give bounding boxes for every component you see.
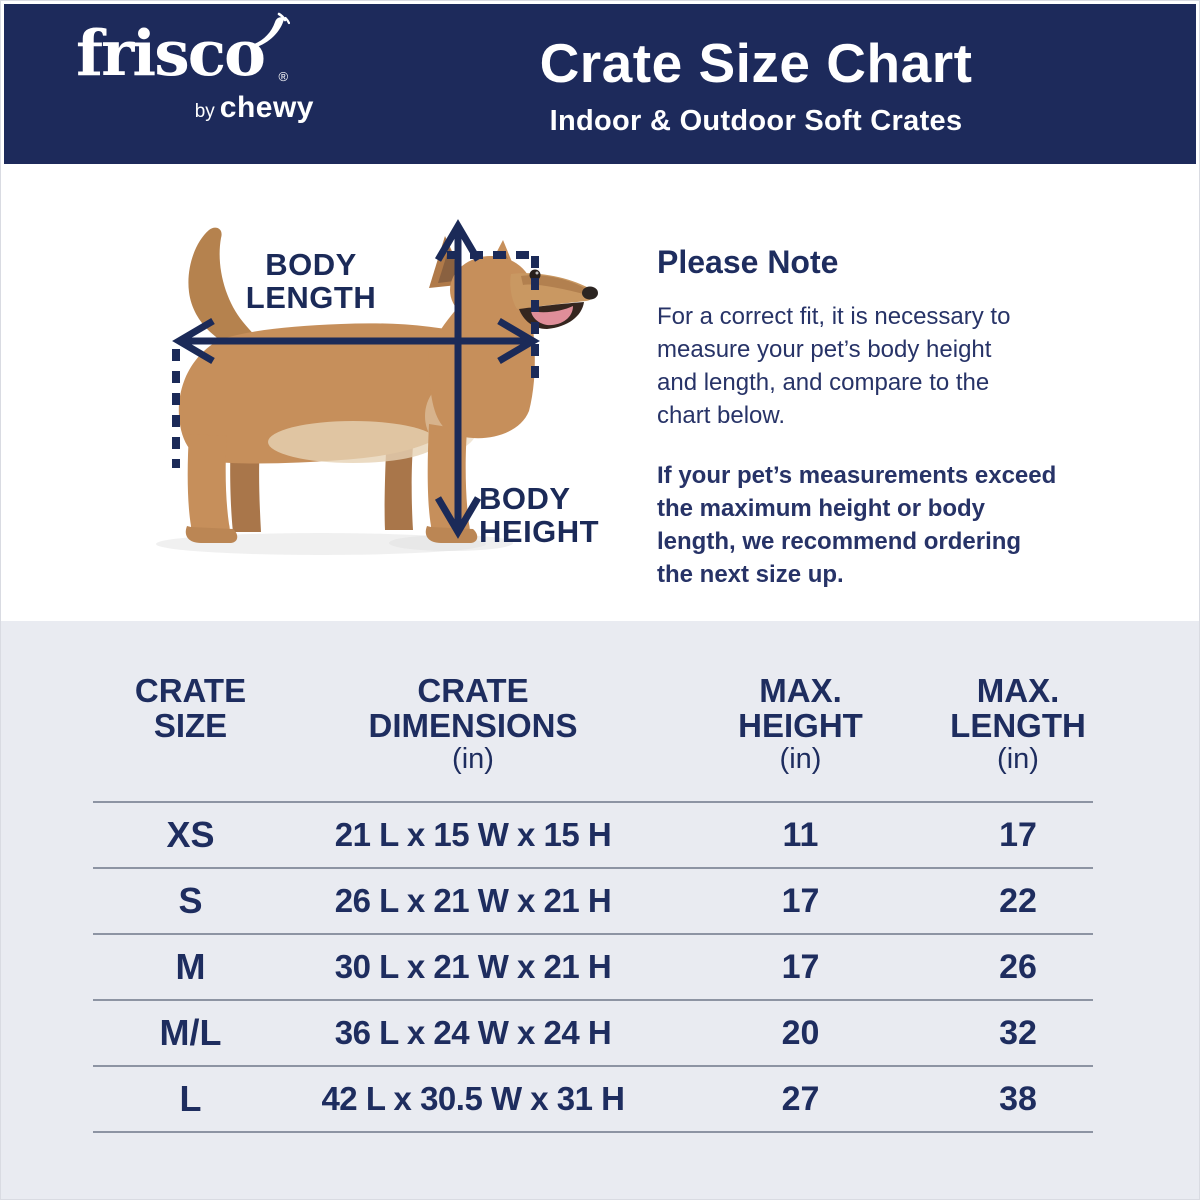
column-header-crate-dimensions: CRATE DIMENSIONS (in) — [368, 672, 578, 775]
column-header-max-length: MAX. LENGTH (in) — [950, 672, 1086, 775]
cell-dimensions: 30 L x 21 W x 21 H — [334, 948, 612, 985]
page-title: Crate Size Chart — [539, 32, 973, 94]
please-note-block: Please Note For a correct fit, it is nec… — [657, 244, 1097, 591]
header-banner: frisco ® by chewy Crate Size Chart Indoor… — [4, 4, 1196, 164]
cell-max-height: 27 — [781, 1079, 820, 1118]
dog-measurement-figure: BODY LENGTH BODY HEIGHT — [131, 196, 641, 576]
column-header-crate-size: CRATE SIZE — [134, 672, 247, 744]
cell-size: M/L — [159, 1012, 222, 1053]
size-table: CRATE SIZE CRATE DIMENSIONS (in) MAX. HE… — [93, 673, 1093, 1133]
measurement-diagram-section: BODY LENGTH BODY HEIGHT Please Note For … — [1, 164, 1199, 621]
dog-tail-flick-icon — [248, 12, 291, 48]
note-heading: Please Note — [657, 244, 839, 280]
table-row-s: S 26 L x 21 W x 21 H 17 22 — [93, 867, 1093, 933]
by-chewy-text: by chewy — [194, 91, 314, 124]
table-body: XS 21 L x 15 W x 15 H 11 17 S 26 L x 21 … — [93, 801, 1093, 1133]
cell-dimensions: 42 L x 30.5 W x 31 H — [321, 1080, 625, 1117]
body-length-label: BODY LENGTH — [245, 247, 377, 315]
cell-max-length: 38 — [999, 1079, 1037, 1118]
body-height-label: BODY HEIGHT — [479, 481, 600, 549]
cell-size: S — [178, 880, 203, 921]
cell-size: L — [179, 1078, 202, 1119]
header-titles: Crate Size Chart Indoor & Outdoor Soft C… — [406, 4, 1106, 164]
cell-dimensions: 21 L x 15 W x 15 H — [334, 816, 612, 853]
page-subtitle: Indoor & Outdoor Soft Crates — [549, 105, 963, 137]
cell-max-length: 22 — [999, 881, 1037, 920]
dog-illustration — [156, 219, 598, 555]
cell-max-length: 17 — [999, 815, 1037, 854]
note-paragraph-2: If your pet’s measurements exceed the ma… — [657, 462, 1057, 588]
dashed-guide-lines — [172, 251, 539, 468]
cell-max-height: 17 — [781, 947, 820, 986]
table-header-row: CRATE SIZE CRATE DIMENSIONS (in) MAX. HE… — [93, 673, 1093, 776]
cell-dimensions: 26 L x 21 W x 21 H — [334, 882, 612, 919]
table-row-xs: XS 21 L x 15 W x 15 H 11 17 — [93, 801, 1093, 867]
cell-dimensions: 36 L x 24 W x 24 H — [334, 1014, 612, 1051]
note-paragraph-1: For a correct fit, it is necessary to me… — [657, 303, 1011, 429]
table-row-ml: M/L 36 L x 24 W x 24 H 20 32 — [93, 999, 1093, 1065]
cell-max-length: 32 — [999, 1013, 1037, 1052]
solid-measure-arrows — [172, 219, 540, 539]
table-row-m: M 30 L x 21 W x 21 H 17 26 — [93, 933, 1093, 999]
cell-max-height: 20 — [781, 1013, 820, 1052]
cell-max-length: 26 — [999, 947, 1037, 986]
table-row-l: L 42 L x 30.5 W x 31 H 27 38 — [93, 1065, 1093, 1131]
registered-mark: ® — [278, 69, 289, 84]
column-header-max-height: MAX. HEIGHT (in) — [738, 672, 863, 775]
frisco-brand-text: frisco — [76, 16, 266, 90]
frisco-wordmark: frisco ® — [76, 12, 291, 85]
cell-max-height: 17 — [781, 881, 820, 920]
cell-size: M — [175, 946, 206, 987]
frisco-logo: frisco ® by chewy — [76, 12, 314, 125]
size-table-section: CRATE SIZE CRATE DIMENSIONS (in) MAX. HE… — [1, 621, 1199, 1199]
cell-size: XS — [166, 814, 215, 855]
cell-max-height: 11 — [782, 815, 819, 854]
